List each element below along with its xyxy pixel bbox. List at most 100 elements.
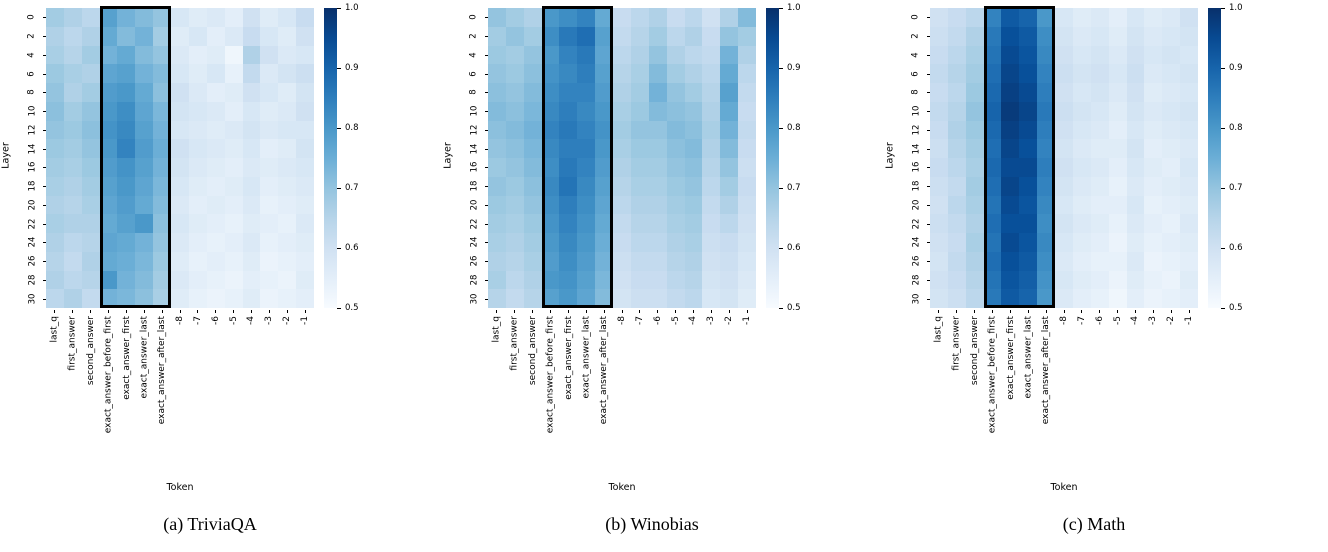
y-tick-label: 0 bbox=[906, 8, 930, 27]
heatmap-cell bbox=[630, 233, 649, 252]
heatmap-cell bbox=[702, 289, 721, 308]
y-tick-label: 4 bbox=[22, 46, 46, 65]
heatmap-cell bbox=[224, 214, 243, 233]
heatmap-cell bbox=[117, 233, 136, 252]
heatmap-cell bbox=[1055, 64, 1073, 83]
heatmap-cell bbox=[1162, 233, 1181, 252]
heatmap-cell bbox=[613, 64, 631, 83]
heatmap-cell bbox=[224, 270, 243, 290]
x-tick-mark bbox=[746, 310, 748, 313]
heatmap-cell bbox=[488, 83, 506, 102]
heatmap-cell bbox=[505, 45, 524, 65]
heatmap-cell bbox=[1180, 195, 1198, 215]
heatmap-cell bbox=[702, 120, 721, 140]
heatmap-cell bbox=[63, 45, 82, 65]
heatmap-cell bbox=[577, 8, 596, 27]
colorbar-ticks: 1.0 0.9 0.8 0.7 0.6 0.5 bbox=[1221, 3, 1257, 313]
x-tick-mark bbox=[550, 310, 552, 313]
heatmap-cell bbox=[1126, 176, 1145, 196]
heatmap-cell bbox=[1144, 120, 1163, 140]
heatmap-cell bbox=[242, 158, 261, 177]
heatmap-cell bbox=[1055, 101, 1073, 121]
heatmap-cell bbox=[153, 120, 172, 140]
heatmap-cell bbox=[46, 195, 64, 215]
x-tick-mark bbox=[728, 310, 730, 313]
heatmap-cell bbox=[135, 158, 154, 177]
heatmap-cell bbox=[541, 101, 560, 121]
x-axis: last_q first_answer second_answer exact_ans… bbox=[46, 310, 314, 475]
heatmap-cell bbox=[930, 289, 948, 308]
heatmap-cell bbox=[1144, 214, 1163, 233]
heatmap-cell bbox=[684, 214, 703, 233]
heatmap-cell bbox=[135, 176, 154, 196]
heatmap-cell bbox=[1126, 233, 1145, 252]
heatmap-cell bbox=[983, 176, 1002, 196]
heatmap-cell bbox=[135, 8, 154, 27]
heatmap-cell bbox=[206, 270, 225, 290]
heatmap-cell bbox=[206, 251, 225, 271]
x-tick-mark bbox=[1081, 310, 1083, 313]
heatmap-cell bbox=[541, 176, 560, 196]
heatmap-cell bbox=[738, 195, 756, 215]
x-axis-title: Token bbox=[1050, 482, 1078, 493]
x-tick-mark bbox=[233, 310, 235, 313]
heatmap-cell bbox=[1126, 214, 1145, 233]
heatmap-cell bbox=[117, 270, 136, 290]
heatmap-cell bbox=[224, 45, 243, 65]
heatmap-cell bbox=[63, 64, 82, 83]
heatmap-cell bbox=[1001, 158, 1020, 177]
heatmap-cell bbox=[738, 233, 756, 252]
heatmap-cell bbox=[1019, 214, 1038, 233]
heatmap-cell bbox=[505, 214, 524, 233]
heatmap-cell bbox=[720, 270, 739, 290]
heatmap-cell bbox=[117, 120, 136, 140]
heatmap-cell bbox=[1037, 139, 1056, 158]
heatmap-cell bbox=[595, 158, 614, 177]
heatmap-cell bbox=[930, 83, 948, 102]
heatmap-cell bbox=[296, 289, 314, 308]
heatmap-cell bbox=[595, 270, 614, 290]
heatmap-cell bbox=[648, 64, 667, 83]
y-tick-label: 10 bbox=[464, 102, 488, 121]
y-tick-label: 10 bbox=[22, 102, 46, 121]
heatmap-cell bbox=[1090, 64, 1109, 83]
heatmap-cell bbox=[505, 26, 524, 46]
y-tick-label: 12 bbox=[464, 121, 488, 140]
heatmap-cell bbox=[1126, 120, 1145, 140]
heatmap-cell bbox=[702, 233, 721, 252]
heatmap-cell bbox=[630, 120, 649, 140]
heatmap-cell bbox=[947, 8, 966, 27]
heatmap-cell bbox=[488, 214, 506, 233]
heatmap-cell bbox=[630, 26, 649, 46]
heatmap-cell bbox=[1037, 101, 1056, 121]
y-tick-label: 20 bbox=[22, 196, 46, 215]
heatmap-cell bbox=[1037, 270, 1056, 290]
heatmap-cell bbox=[135, 195, 154, 215]
heatmap-cell bbox=[188, 26, 207, 46]
x-tick-label: -3 bbox=[264, 316, 275, 325]
heatmap-cell bbox=[965, 270, 984, 290]
heatmap-cell bbox=[1162, 8, 1181, 27]
heatmap-cell bbox=[577, 139, 596, 158]
heatmap-cell bbox=[1019, 176, 1038, 196]
heatmap-cell bbox=[1162, 176, 1181, 196]
heatmap-cell bbox=[541, 139, 560, 158]
heatmap-cell bbox=[523, 139, 542, 158]
x-tick-mark bbox=[250, 310, 252, 313]
heatmap-cell bbox=[541, 233, 560, 252]
heatmap-cell bbox=[947, 83, 966, 102]
heatmap-cell bbox=[666, 101, 685, 121]
heatmap-cell bbox=[46, 214, 64, 233]
heatmap-cell bbox=[577, 233, 596, 252]
heatmap-cell bbox=[559, 270, 578, 290]
heatmap-cell bbox=[947, 195, 966, 215]
heatmap-cell bbox=[684, 8, 703, 27]
heatmap-cell bbox=[81, 270, 100, 290]
heatmap-cell bbox=[153, 26, 172, 46]
heatmap-cell bbox=[1090, 195, 1109, 215]
y-tick-label: 10 bbox=[906, 102, 930, 121]
x-tick-label: -4 bbox=[688, 316, 699, 325]
heatmap-cell bbox=[648, 270, 667, 290]
x-tick-label: -8 bbox=[1059, 316, 1069, 325]
heatmap-cell bbox=[965, 64, 984, 83]
